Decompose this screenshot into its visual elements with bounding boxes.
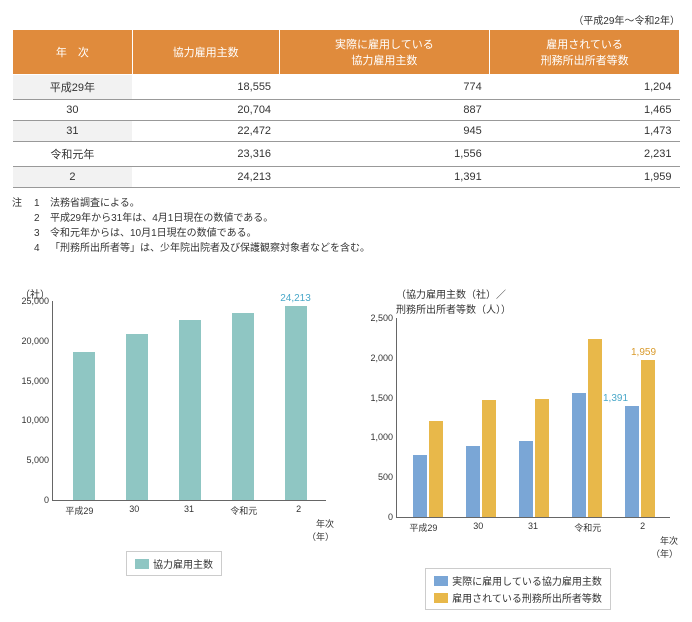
y-tick: 25,000 — [13, 296, 49, 306]
legend-swatch — [434, 576, 448, 586]
table-row: 3020,7048871,465 — [13, 100, 680, 121]
x-tick: 31 — [162, 504, 217, 517]
bar-group: 1,3911,959 — [613, 360, 666, 517]
bar-group — [454, 400, 507, 517]
bar-group — [163, 320, 216, 500]
bar — [588, 339, 602, 517]
legend-label: 雇用されている刑務所出所者等数 — [452, 590, 602, 605]
bar — [179, 320, 201, 500]
y-tick: 20,000 — [13, 336, 49, 346]
bar — [285, 306, 307, 500]
year-cell: 令和元年 — [13, 142, 133, 167]
table-row: 224,2131,3911,959 — [13, 167, 680, 188]
bar-value-label: 1,959 — [631, 347, 656, 358]
chart-right: （協力雇用主数（社）／ 刑務所出所者等数（人）） 0 500 1,000 1,500 2… — [356, 286, 680, 610]
year-cell: 2 — [13, 167, 133, 188]
right-legend: 実際に雇用している協力雇用主数雇用されている刑務所出所者等数 — [425, 568, 611, 610]
legend-label: 協力雇用主数 — [153, 556, 213, 571]
bar — [482, 400, 496, 517]
year-cell: 30 — [13, 100, 133, 121]
table-row: 令和元年23,3161,5562,231 — [13, 142, 680, 167]
x-tick: 令和元 — [560, 521, 615, 534]
legend-swatch — [135, 559, 149, 569]
table-header: 実際に雇用している 協力雇用主数 — [279, 30, 490, 75]
y-tick: 2,000 — [357, 353, 393, 363]
table-row: 平成29年18,5557741,204 — [13, 75, 680, 100]
data-table: 年 次協力雇用主数実際に雇用している 協力雇用主数雇用されている 刑務所出所者等… — [12, 29, 680, 188]
value-cell: 774 — [279, 75, 490, 100]
legend-swatch — [434, 593, 448, 603]
bar-group — [401, 421, 454, 517]
bar — [466, 446, 480, 517]
period-caption: （平成29年～令和2年） — [12, 12, 680, 27]
value-cell: 1,473 — [490, 121, 680, 142]
bar-group — [57, 352, 110, 500]
value-cell: 2,231 — [490, 142, 680, 167]
x-tick: 2 — [615, 521, 670, 534]
year-cell: 平成29年 — [13, 75, 133, 100]
right-title: （協力雇用主数（社）／ 刑務所出所者等数（人）） — [396, 286, 680, 316]
table-notes: 注1法務省調査による。2平成29年から31年は、4月1日現在の数値である。3令和… — [12, 196, 680, 256]
value-cell: 1,465 — [490, 100, 680, 121]
value-cell: 1,391 — [279, 167, 490, 188]
value-cell: 22,472 — [132, 121, 279, 142]
y-tick: 10,000 — [13, 415, 49, 425]
y-tick: 1,000 — [357, 432, 393, 442]
bar — [429, 421, 443, 517]
bar — [625, 406, 639, 517]
y-tick: 0 — [13, 495, 49, 505]
year-cell: 31 — [13, 121, 133, 142]
table-header: 雇用されている 刑務所出所者等数 — [490, 30, 680, 75]
bar-group — [507, 399, 560, 517]
bar-value-label: 24,213 — [280, 293, 311, 304]
legend-label: 実際に雇用している協力雇用主数 — [452, 573, 602, 588]
bar-group — [216, 313, 269, 500]
chart-left: （社） 05,00010,00015,00020,00025,00024,213… — [12, 286, 336, 610]
value-cell: 18,555 — [132, 75, 279, 100]
x-tick: 令和元 — [216, 504, 271, 517]
y-tick: 1,500 — [357, 393, 393, 403]
value-cell: 1,959 — [490, 167, 680, 188]
value-cell: 20,704 — [132, 100, 279, 121]
y-tick: 5,000 — [13, 455, 49, 465]
value-cell: 1,204 — [490, 75, 680, 100]
table-header: 年 次 — [13, 30, 133, 75]
y-tick: 500 — [357, 472, 393, 482]
legend-item: 実際に雇用している協力雇用主数 — [434, 573, 602, 588]
x-tick: 31 — [506, 521, 561, 534]
bar — [519, 441, 533, 517]
bar — [73, 352, 95, 500]
x-tick: 2 — [271, 504, 326, 517]
bar — [413, 455, 427, 517]
value-cell: 1,556 — [279, 142, 490, 167]
x-tick: 30 — [451, 521, 506, 534]
bar — [535, 399, 549, 517]
bar-group: 24,213 — [269, 306, 322, 500]
bar-value-label: 1,391 — [603, 393, 628, 404]
legend-item: 協力雇用主数 — [135, 556, 213, 571]
legend-item: 雇用されている刑務所出所者等数 — [434, 590, 602, 605]
value-cell: 23,316 — [132, 142, 279, 167]
value-cell: 24,213 — [132, 167, 279, 188]
y-tick: 15,000 — [13, 376, 49, 386]
bar — [126, 334, 148, 500]
value-cell: 945 — [279, 121, 490, 142]
y-tick: 0 — [357, 512, 393, 522]
y-tick: 2,500 — [357, 313, 393, 323]
table-row: 3122,4729451,473 — [13, 121, 680, 142]
bar — [641, 360, 655, 517]
bar — [232, 313, 254, 500]
bar-group — [110, 334, 163, 500]
x-tick: 30 — [107, 504, 162, 517]
value-cell: 887 — [279, 100, 490, 121]
x-tick: 平成29 — [396, 521, 451, 534]
table-header: 協力雇用主数 — [132, 30, 279, 75]
bar-group — [560, 339, 613, 517]
left-legend: 協力雇用主数 — [126, 551, 222, 576]
x-tick: 平成29 — [52, 504, 107, 517]
bar — [572, 393, 586, 517]
